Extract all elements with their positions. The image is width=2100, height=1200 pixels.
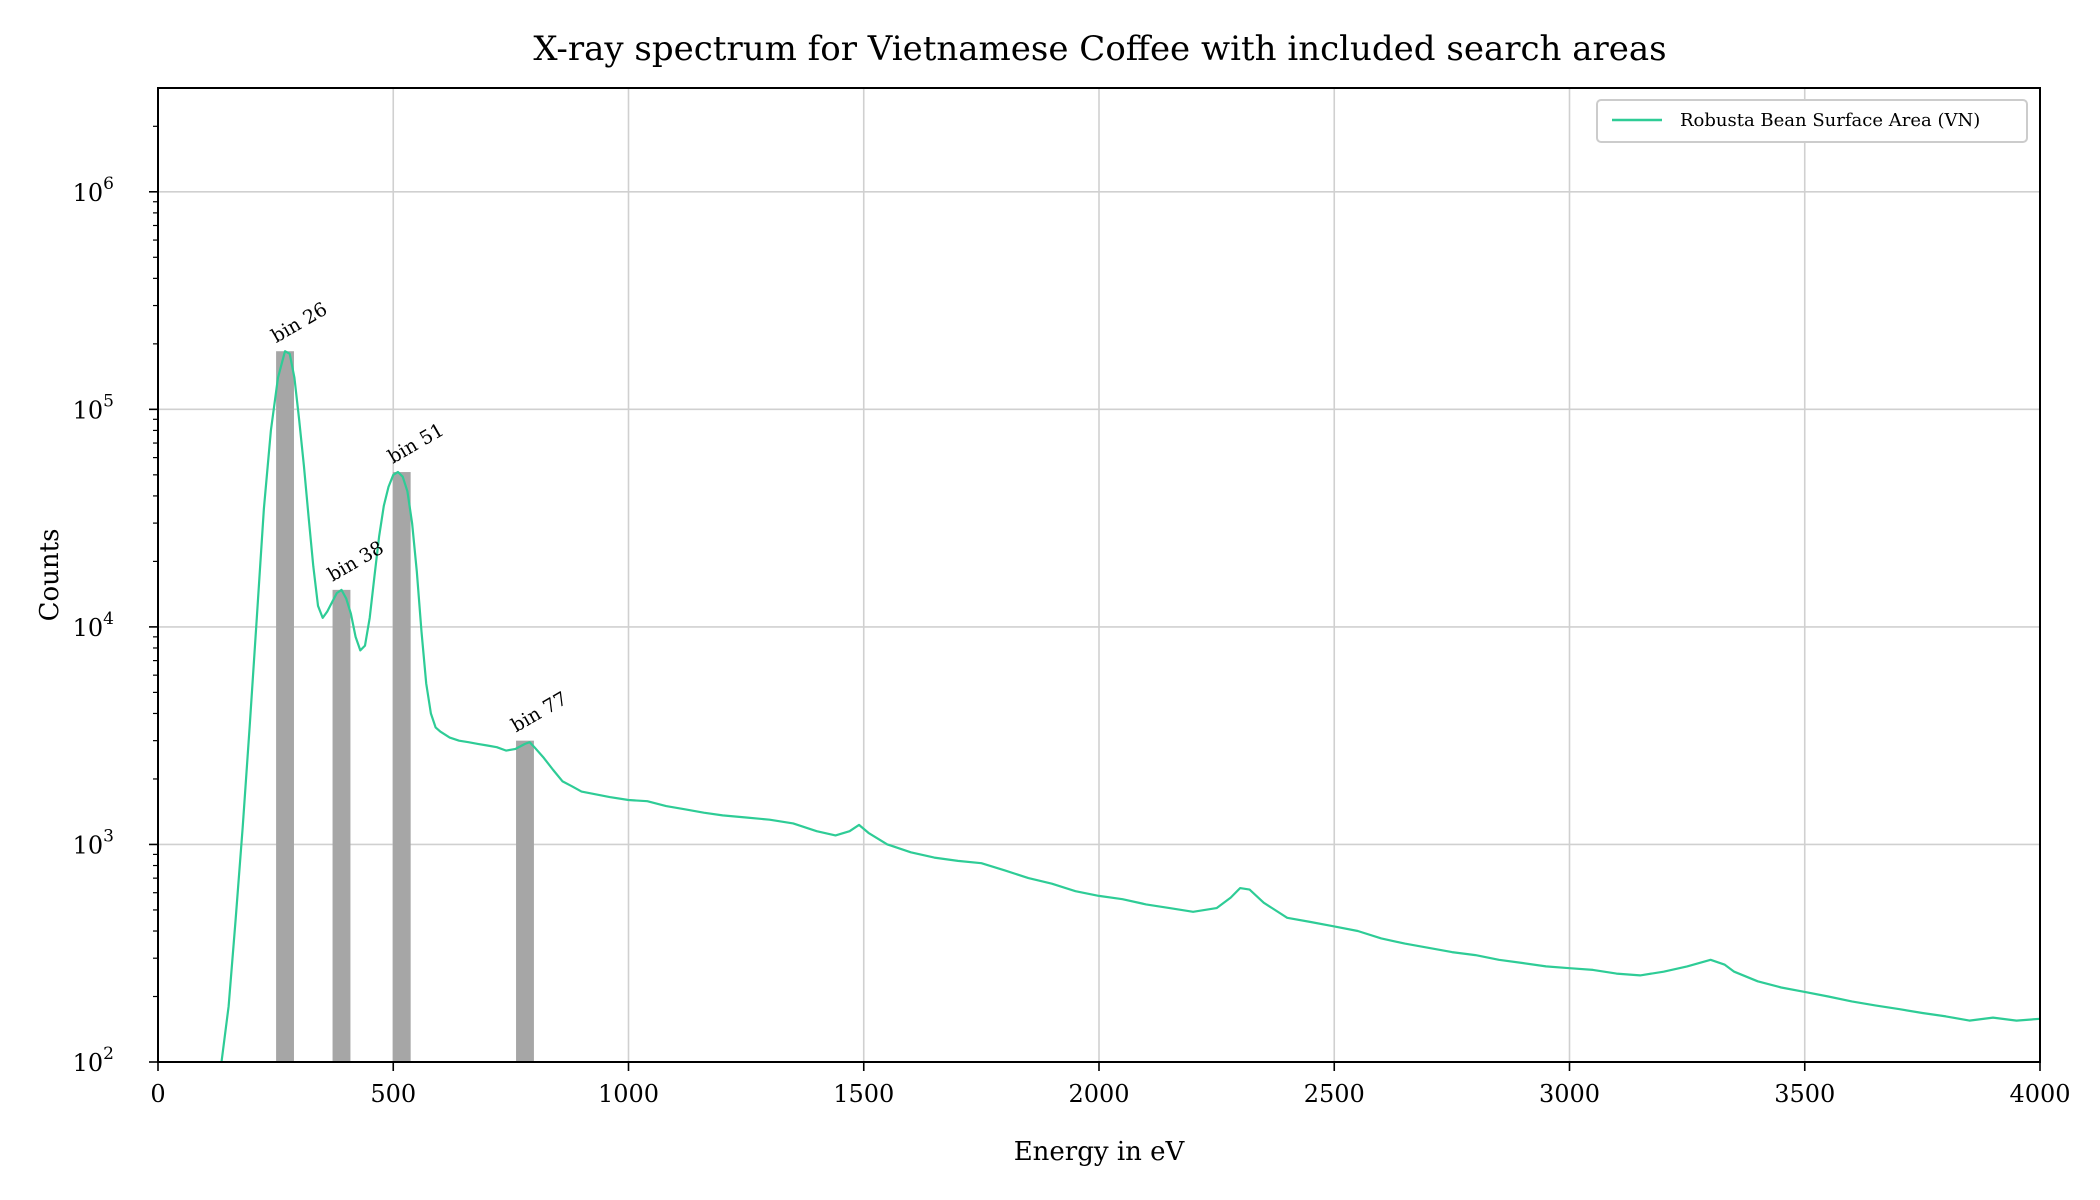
x-axis-ticks: 0 500 1000 1500 2000 2500 3000 3500 4000 xyxy=(150,1062,2071,1108)
x-tick-label: 3500 xyxy=(1774,1080,1835,1108)
x-tick-label: 2500 xyxy=(1304,1080,1365,1108)
x-tick-label: 0 xyxy=(150,1080,165,1108)
search-area-bars xyxy=(276,351,534,1063)
y-tick-label: 102 xyxy=(73,1044,114,1077)
x-tick-label: 500 xyxy=(370,1080,416,1108)
x-tick-label: 2000 xyxy=(1068,1080,1129,1108)
x-tick-label: 3000 xyxy=(1539,1080,1600,1108)
search-area-bar xyxy=(392,472,411,1063)
y-tick-label: 105 xyxy=(73,391,114,424)
y-axis-label: Counts xyxy=(35,529,65,622)
x-tick-label: 1500 xyxy=(833,1080,894,1108)
series-line xyxy=(220,350,2041,1063)
series-lines xyxy=(220,350,2041,1063)
legend-series-label: Robusta Bean Surface Area (VN) xyxy=(1680,110,1980,131)
chart-title: X-ray spectrum for Vietnamese Coffee wit… xyxy=(533,29,1666,69)
y-axis-ticks: 102 103 104 105 106 xyxy=(73,174,158,1077)
legend-box xyxy=(1596,99,2028,143)
search-area-bar xyxy=(516,740,534,1062)
y-tick-label: 106 xyxy=(73,174,114,207)
legend: Robusta Bean Surface Area (VN) xyxy=(1596,99,2028,143)
search-area-bar xyxy=(332,589,351,1062)
x-tick-label: 4000 xyxy=(2009,1080,2070,1108)
y-tick-label: 104 xyxy=(73,609,114,642)
search-area-bar xyxy=(276,351,294,1063)
grid-lines xyxy=(157,88,2041,1062)
x-tick-label: 1000 xyxy=(598,1080,659,1108)
x-axis-label: Energy in eV xyxy=(1014,1137,1186,1167)
y-tick-label: 103 xyxy=(73,826,114,859)
